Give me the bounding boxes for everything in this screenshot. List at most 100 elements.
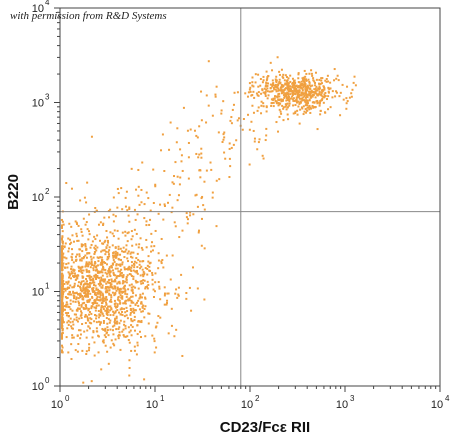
- data-point: [232, 143, 235, 146]
- data-point: [70, 187, 73, 190]
- data-point: [311, 101, 314, 104]
- data-point: [86, 329, 89, 332]
- data-point: [323, 111, 326, 114]
- data-point: [95, 249, 98, 252]
- data-point: [101, 297, 104, 300]
- data-point: [294, 93, 297, 96]
- data-point: [79, 294, 82, 297]
- data-point: [124, 324, 127, 327]
- data-point: [85, 305, 88, 308]
- data-point: [65, 312, 68, 315]
- data-point: [308, 81, 311, 84]
- data-point: [101, 271, 104, 274]
- data-point: [125, 306, 128, 309]
- y-axis-title: B220: [5, 174, 22, 210]
- data-point: [129, 313, 132, 316]
- data-point: [305, 111, 308, 114]
- data-point: [85, 270, 88, 273]
- data-point: [68, 306, 71, 309]
- data-point: [66, 287, 69, 290]
- data-point: [84, 243, 87, 246]
- data-point: [114, 267, 117, 270]
- data-point: [291, 85, 294, 88]
- data-point: [135, 257, 138, 260]
- data-point: [117, 327, 120, 330]
- data-point: [294, 99, 297, 102]
- data-point: [88, 274, 91, 277]
- data-point: [271, 69, 274, 72]
- data-point: [105, 332, 108, 335]
- data-point: [106, 313, 109, 316]
- data-point: [75, 221, 78, 224]
- data-point: [113, 229, 116, 232]
- data-point: [136, 344, 139, 347]
- data-point: [260, 112, 263, 115]
- data-point: [99, 283, 102, 286]
- data-point: [116, 282, 119, 285]
- data-point: [121, 313, 124, 316]
- data-point: [131, 325, 134, 328]
- data-point: [61, 225, 63, 228]
- data-point: [121, 310, 124, 313]
- data-point: [128, 207, 131, 210]
- data-point: [154, 185, 157, 188]
- data-point: [132, 251, 135, 254]
- data-point: [65, 303, 68, 306]
- data-point: [94, 265, 97, 268]
- data-point: [115, 277, 118, 280]
- data-point: [301, 97, 304, 100]
- data-point: [112, 271, 115, 274]
- data-point: [137, 299, 140, 302]
- data-point: [107, 279, 110, 282]
- data-point: [75, 309, 78, 312]
- data-point: [61, 251, 63, 254]
- data-point: [141, 305, 144, 308]
- data-point: [289, 97, 292, 100]
- data-point: [125, 278, 128, 281]
- data-point: [134, 279, 137, 282]
- data-point: [110, 308, 113, 311]
- data-point: [205, 94, 208, 97]
- data-point: [150, 245, 153, 248]
- y-tick-exponent: 2: [45, 187, 50, 196]
- data-point: [91, 305, 94, 308]
- data-point: [318, 87, 321, 90]
- data-point: [285, 97, 288, 100]
- data-point: [173, 335, 176, 338]
- data-point: [86, 275, 89, 278]
- data-point: [131, 310, 134, 313]
- data-point: [82, 280, 85, 283]
- data-point: [298, 122, 301, 125]
- data-point: [277, 87, 280, 90]
- data-point: [262, 75, 265, 78]
- data-point: [111, 263, 114, 266]
- data-point: [118, 289, 121, 292]
- data-point: [90, 278, 93, 281]
- data-point: [80, 270, 83, 273]
- data-point: [173, 221, 176, 224]
- data-point: [84, 294, 87, 297]
- data-point: [110, 300, 113, 303]
- data-point: [143, 307, 146, 310]
- data-point: [165, 303, 168, 306]
- data-point: [100, 368, 103, 371]
- data-point: [230, 116, 233, 119]
- data-point: [113, 344, 116, 347]
- data-point: [128, 341, 131, 344]
- data-point: [80, 259, 83, 262]
- data-point: [262, 157, 265, 160]
- data-point: [75, 235, 78, 238]
- data-point: [112, 251, 115, 254]
- data-point: [189, 128, 192, 131]
- data-point: [61, 281, 63, 284]
- data-point: [287, 84, 290, 87]
- data-point: [261, 154, 264, 157]
- data-point: [296, 113, 299, 116]
- data-point: [101, 340, 104, 343]
- data-point: [94, 291, 97, 294]
- data-point: [61, 253, 64, 256]
- data-point: [292, 86, 295, 89]
- data-point: [71, 286, 74, 289]
- data-point: [88, 285, 91, 288]
- data-point: [171, 181, 174, 184]
